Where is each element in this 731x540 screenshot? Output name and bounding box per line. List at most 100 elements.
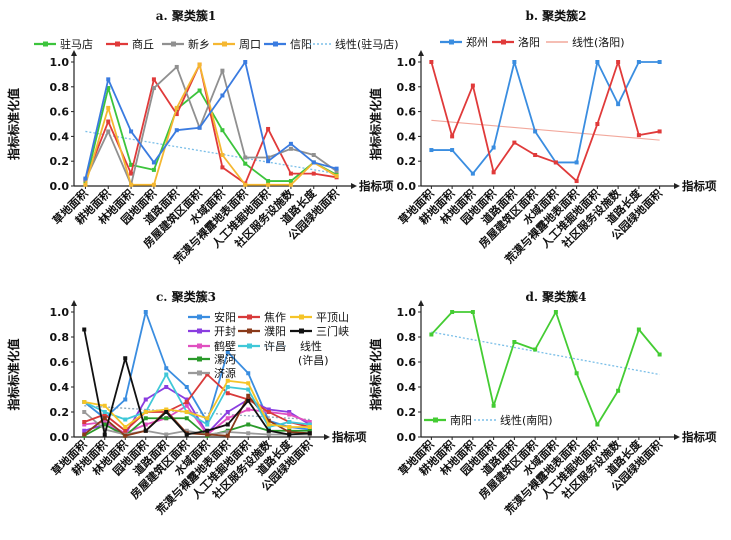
data-point-marker-7 (225, 433, 230, 438)
legend-label: 线性 (300, 339, 322, 353)
data-point-marker-5 (197, 62, 202, 67)
y-axis-arrow (71, 50, 77, 56)
data-point-marker-6 (205, 422, 210, 427)
data-point-marker-7 (225, 350, 230, 354)
y-tick-label: 1.0 (397, 56, 417, 69)
data-point-marker-1 (102, 403, 107, 408)
legend-item: 濮阳 (238, 324, 286, 338)
y-axis-label: 指标标准化值 (368, 88, 383, 160)
series-line (430, 61, 660, 182)
data-point-marker-8 (266, 159, 271, 164)
data-point-marker-9 (266, 418, 271, 423)
legend-label: 平顶山 (316, 311, 349, 324)
data-point-marker-8 (266, 126, 271, 131)
series-许昌 (82, 372, 312, 429)
data-point-marker-6 (220, 128, 225, 133)
data-point-marker-10 (287, 410, 292, 414)
series-line (84, 379, 310, 428)
trendline (85, 130, 337, 175)
data-point-marker-9 (616, 102, 621, 107)
data-point-marker-1 (106, 105, 111, 110)
data-point-marker-5 (533, 347, 538, 352)
data-point-marker-5 (184, 410, 189, 414)
data-point-marker-0 (83, 182, 88, 187)
data-point-marker-9 (266, 422, 271, 427)
data-point-marker-11 (307, 428, 312, 433)
series-line (84, 63, 337, 185)
y-tick-label: 0.4 (50, 381, 70, 394)
data-point-marker-4 (164, 410, 169, 414)
y-axis-label: 指标标准化值 (368, 338, 383, 410)
legend-label: 鹤壁 (214, 339, 236, 353)
data-point-marker-6 (205, 372, 210, 377)
data-point-marker-5 (184, 400, 189, 404)
chart-title: c. 聚类簇3 (156, 289, 216, 304)
legend-swatch-marker (449, 39, 454, 45)
data-point-marker-4 (512, 340, 517, 344)
data-point-marker-5 (184, 428, 189, 433)
legend-label: 安阳 (214, 310, 236, 324)
x-axis-label: 指标项 (359, 179, 394, 193)
data-point-marker-9 (266, 407, 271, 412)
data-point-marker-7 (225, 378, 230, 383)
data-point-marker-9 (288, 179, 293, 184)
legend-item: 漯河 (188, 353, 236, 366)
data-point-marker-3 (491, 170, 496, 175)
data-point-marker-3 (143, 422, 148, 427)
data-point-marker-2 (123, 417, 128, 422)
chart-panel-d: d. 聚类簇4指标标准化值指标项0.00.20.40.60.81.0草地面积耕地… (368, 289, 717, 518)
data-point-marker-5 (533, 153, 538, 157)
data-point-marker-3 (491, 403, 496, 408)
legend-item: 开封 (188, 324, 236, 338)
data-point-marker-9 (288, 171, 293, 176)
chart-title: d. 聚类簇4 (525, 289, 586, 304)
legend-label: 商丘 (132, 37, 154, 51)
data-point-marker-0 (82, 432, 87, 437)
legend-item: 线性(洛阳) (546, 35, 625, 49)
data-point-marker-7 (574, 160, 579, 165)
data-point-marker-9 (266, 428, 271, 433)
series-郑州 (429, 60, 662, 176)
y-tick-label: 0.0 (397, 180, 417, 193)
legend-swatch-marker (197, 370, 202, 376)
legend-label: 南阳 (450, 414, 472, 427)
data-point-marker-4 (164, 416, 169, 421)
data-point-marker-1 (102, 412, 107, 417)
legend-label: 济源 (214, 366, 236, 380)
legend-swatch-marker (299, 314, 304, 320)
data-point-marker-6 (220, 165, 225, 170)
legend-swatch-marker (433, 417, 438, 423)
legend-item: 线性(南阳) (474, 413, 553, 427)
legend-swatch-marker (171, 41, 176, 47)
data-point-marker-0 (82, 400, 87, 404)
legend-label: 洛阳 (518, 35, 540, 49)
data-point-marker-8 (595, 60, 600, 64)
data-point-marker-6 (553, 160, 558, 165)
y-tick-label: 0.6 (50, 106, 70, 119)
series-三门峡 (82, 327, 312, 437)
data-point-marker-7 (225, 416, 230, 421)
y-tick-label: 0.0 (50, 431, 70, 444)
data-point-marker-7 (243, 155, 248, 160)
legend-item: 驻马店 (34, 37, 93, 51)
y-tick-label: 0.4 (397, 130, 417, 143)
data-point-marker-6 (220, 93, 225, 98)
data-point-marker-4 (174, 112, 179, 117)
series-line (84, 66, 338, 186)
data-point-marker-7 (574, 179, 579, 184)
data-point-marker-4 (164, 407, 169, 412)
series-新乡 (83, 64, 339, 187)
x-axis-label: 指标项 (332, 430, 367, 444)
x-axis-arrow (674, 183, 680, 189)
data-point-marker-2 (129, 182, 134, 187)
data-point-marker-6 (205, 428, 210, 433)
data-point-marker-7 (225, 385, 230, 389)
legend-item: 线性(驻马店) (309, 37, 399, 51)
data-point-marker-1 (450, 134, 455, 139)
data-point-marker-10 (636, 133, 641, 138)
y-axis-label: 指标标准化值 (6, 88, 21, 160)
y-axis-arrow (418, 300, 424, 306)
data-point-marker-0 (82, 327, 87, 332)
